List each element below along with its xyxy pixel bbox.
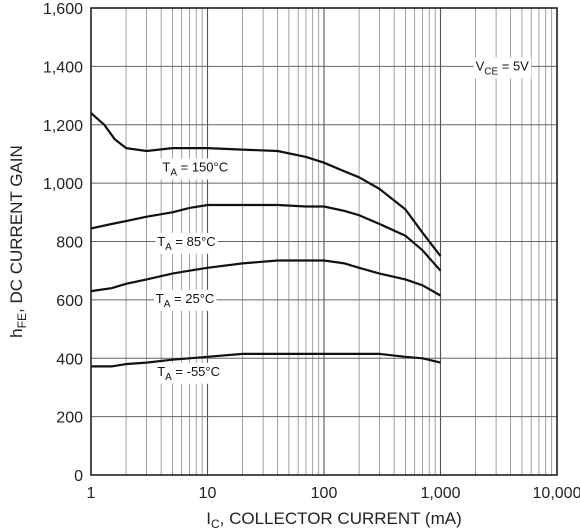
axis-titles: IC, COLLECTOR CURRENT (mA) hFE, DC CURREN… — [7, 145, 462, 531]
x-tick-label: 1 — [87, 485, 96, 502]
series-line-3 — [91, 352, 441, 368]
y-axis-title: hFE, DC CURRENT GAIN — [7, 145, 29, 338]
plot-frame — [90, 7, 558, 476]
tick-labels: 0 200 400 600 800 1,000 1,200 1,400 1,600 1 10 100 1… — [43, 1, 580, 502]
curves — [90, 112, 442, 368]
y-tick-label: 400 — [56, 351, 83, 368]
y-tick-label: 1,400 — [43, 59, 83, 76]
series-label-3: TA = -55°C — [157, 364, 220, 383]
vce-annotation-background — [473, 57, 532, 79]
series-label-background — [155, 362, 223, 384]
curve-labels: TA = 150°C TA = 85°C TA = 25°C TA = -55°C VC… — [153, 57, 532, 384]
y-tick-label: 200 — [56, 410, 83, 427]
series-label-background — [160, 158, 231, 180]
series-label-2: TA = 25°C — [156, 291, 215, 310]
series-line-1 — [90, 203, 442, 272]
x-axis-title: IC, COLLECTOR CURRENT (mA) — [206, 509, 462, 531]
series-label-background — [153, 289, 217, 311]
x-tick-label: 100 — [311, 485, 338, 502]
series-label-background — [155, 232, 218, 254]
series-label-1: TA = 85°C — [157, 234, 216, 253]
vce-annotation: VCE = 5V — [476, 58, 530, 77]
x-tick-label: 10 — [199, 485, 217, 502]
y-tick-label: 0 — [74, 468, 83, 485]
y-tick-label: 1,200 — [43, 118, 83, 135]
y-tick-label: 600 — [56, 293, 83, 310]
series-line-2 — [90, 259, 442, 297]
x-tick-label: 1,000 — [420, 485, 460, 502]
series-label-0: TA = 150°C — [162, 159, 228, 178]
y-tick-label: 800 — [56, 235, 83, 252]
y-tick-label: 1,600 — [43, 1, 83, 18]
y-tick-label: 1,000 — [43, 176, 83, 193]
x-tick-label: 10,000 — [533, 485, 580, 502]
series-line-0 — [90, 112, 442, 257]
